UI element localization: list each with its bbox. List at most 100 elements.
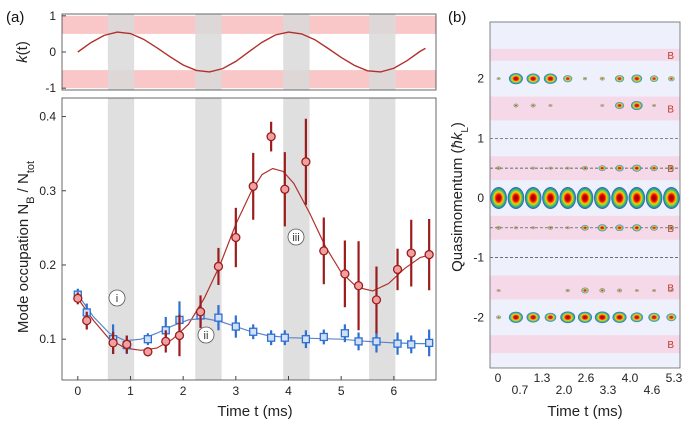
y-tick-label: -2 (473, 310, 484, 324)
pink-band (490, 96, 680, 121)
red-point (248, 181, 258, 191)
diffraction-peak (598, 165, 607, 172)
diffraction-peak (630, 312, 644, 323)
diffraction-peak (526, 73, 540, 84)
diffraction-peak (599, 76, 605, 81)
diffraction-peak (611, 186, 628, 209)
y-tick-label: 0 (477, 191, 484, 205)
x-tick-label: 0.7 (512, 383, 529, 397)
diffraction-peak (496, 315, 502, 320)
diffraction-peak (600, 104, 605, 108)
x-tick-label: 4 (285, 384, 292, 398)
diffraction-peak (614, 75, 625, 83)
diffraction-peak (597, 224, 607, 232)
k-curve (77, 31, 426, 73)
pink-band (62, 15, 436, 34)
panel-b-label: (b) (448, 9, 466, 26)
y-tick-label: 0.1 (39, 332, 56, 346)
pink-band (490, 335, 680, 354)
band-label: B (667, 105, 674, 116)
blue-point (372, 337, 381, 346)
red-fit-curve (77, 167, 434, 351)
panel-a-label: (a) (6, 9, 24, 26)
blue-point (231, 322, 240, 331)
diffraction-peak (594, 311, 610, 324)
red-point (143, 347, 153, 357)
diffraction-peak (524, 186, 542, 209)
red-point (371, 295, 382, 305)
diffraction-peak (544, 312, 557, 322)
blue-point (393, 339, 402, 348)
y-tick-label: -1 (473, 251, 484, 265)
diffraction-peak (565, 226, 570, 230)
diffraction-peak (663, 186, 680, 209)
pink-band (490, 48, 680, 61)
diffraction-peak (669, 288, 674, 292)
diffraction-peak (563, 75, 573, 83)
red-point (161, 336, 171, 347)
red-point (301, 157, 311, 167)
red-point (406, 248, 416, 258)
red-point (108, 338, 118, 348)
red-point (122, 339, 132, 350)
blue-point (340, 329, 350, 338)
quasimomentum-image: BBBBBB210-1-200.71.32.02.63.34.04.65.3 (473, 21, 683, 397)
diffraction-peak (582, 77, 588, 81)
diffraction-peak (634, 288, 639, 292)
blue-point (143, 335, 153, 344)
red-point (353, 281, 364, 291)
red-point (340, 269, 350, 279)
diffraction-peak (496, 166, 502, 171)
diffraction-peak (530, 103, 536, 108)
blue-point (425, 338, 434, 348)
blue-point (214, 313, 223, 322)
quasimomentum-axis-label: Quasimomentum (ħkL) (449, 122, 471, 272)
red-point (280, 184, 290, 194)
diffraction-peak (513, 103, 519, 108)
diffraction-peak (632, 224, 642, 232)
x-tick-label: 6 (391, 384, 398, 398)
diffraction-peak (560, 311, 576, 324)
diffraction-peak (548, 104, 553, 108)
annotation-label: iii (292, 232, 299, 244)
diffraction-peak (650, 165, 658, 172)
annotation-circle (287, 228, 305, 246)
diffraction-peak (582, 165, 588, 171)
pink-band (62, 70, 436, 89)
image-frame (489, 21, 681, 369)
diffraction-peak (543, 73, 558, 84)
x-tick-label: 5 (338, 384, 345, 398)
x-tick-label: 0 (74, 384, 81, 398)
red-point (213, 261, 224, 272)
x-tick-label: 4.6 (644, 383, 661, 397)
diffraction-peak (496, 77, 501, 81)
x-tick-label: 1 (127, 384, 134, 398)
time-axis-label-b: Time t (ms) (547, 403, 622, 420)
red-point (424, 249, 434, 260)
diffraction-peak (547, 225, 553, 230)
diffraction-peak (496, 288, 501, 292)
diffraction-peak (531, 226, 536, 230)
gray-window (283, 14, 310, 90)
y-tick-label: 0 (49, 45, 56, 59)
diffraction-peak (548, 166, 553, 170)
red-point (231, 232, 241, 243)
diffraction-peak (565, 288, 570, 293)
x-tick-label: 2.0 (556, 383, 573, 397)
band-label: B (667, 340, 674, 351)
diffraction-peak (628, 186, 646, 209)
diffraction-peak (508, 311, 523, 323)
diffraction-peak (648, 312, 660, 322)
diffraction-peak (513, 226, 518, 230)
band-label: B (667, 283, 674, 294)
diffraction-peak (496, 225, 502, 230)
diffraction-peak (632, 164, 642, 172)
diffraction-peak (652, 288, 657, 292)
gray-window (369, 14, 396, 90)
annotation-label: ii (204, 330, 209, 342)
gray-window (107, 14, 135, 90)
diffraction-peak (650, 224, 658, 231)
red-point (195, 307, 206, 317)
blue-point (301, 335, 311, 344)
diffraction-peak (617, 288, 623, 293)
